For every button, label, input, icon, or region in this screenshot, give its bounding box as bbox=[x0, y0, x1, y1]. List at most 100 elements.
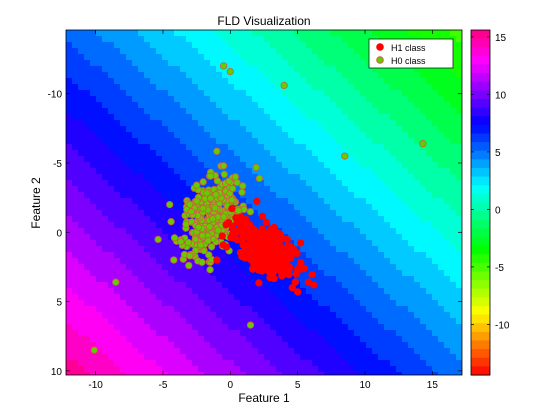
contour-cell bbox=[168, 102, 175, 109]
contour-cell bbox=[396, 120, 403, 127]
y-tick-label: 10 bbox=[51, 367, 63, 378]
contour-cell bbox=[90, 324, 97, 331]
contour-cell bbox=[210, 102, 217, 109]
contour-cell bbox=[384, 174, 391, 181]
contour-cell bbox=[414, 162, 421, 169]
contour-cell bbox=[144, 324, 151, 331]
contour-cell bbox=[360, 36, 367, 43]
contour-cell bbox=[270, 312, 277, 319]
contour-cell bbox=[90, 156, 97, 163]
contour-cell bbox=[438, 126, 445, 133]
colorbar-band bbox=[471, 116, 490, 125]
contour-cell bbox=[84, 96, 91, 103]
contour-cell bbox=[156, 288, 163, 295]
contour-cell bbox=[138, 294, 145, 301]
contour-cell bbox=[174, 318, 181, 325]
contour-cell bbox=[282, 132, 289, 139]
contour-cell bbox=[312, 60, 319, 67]
contour-cell bbox=[246, 96, 253, 103]
contour-cell bbox=[318, 246, 325, 253]
contour-cell bbox=[210, 84, 217, 91]
contour-cell bbox=[270, 114, 277, 121]
contour-cell bbox=[348, 228, 355, 235]
contour-cell bbox=[96, 246, 103, 253]
contour-cell bbox=[270, 216, 277, 223]
contour-cell bbox=[402, 294, 409, 301]
h0-point bbox=[206, 252, 212, 258]
contour-cell bbox=[246, 288, 253, 295]
contour-cell bbox=[78, 144, 85, 151]
contour-cell bbox=[456, 354, 463, 361]
contour-cell bbox=[258, 360, 265, 367]
h1-point bbox=[281, 251, 287, 257]
contour-cell bbox=[96, 336, 103, 343]
contour-cell bbox=[294, 156, 301, 163]
h0-point bbox=[207, 224, 213, 230]
contour-cell bbox=[84, 126, 91, 133]
contour-cell bbox=[234, 126, 241, 133]
contour-cell bbox=[114, 126, 121, 133]
contour-cell bbox=[384, 120, 391, 127]
contour-cell bbox=[354, 336, 361, 343]
contour-cell bbox=[354, 210, 361, 217]
contour-cell bbox=[414, 114, 421, 121]
contour-cell bbox=[138, 312, 145, 319]
contour-cell bbox=[372, 330, 379, 337]
contour-cell bbox=[168, 96, 175, 103]
contour-cell bbox=[126, 342, 133, 349]
contour-cell bbox=[240, 282, 247, 289]
contour-cell bbox=[228, 120, 235, 127]
contour-cell bbox=[168, 336, 175, 343]
contour-cell bbox=[240, 300, 247, 307]
contour-cell bbox=[156, 366, 163, 373]
contour-cell bbox=[204, 306, 211, 313]
contour-cell bbox=[204, 144, 211, 151]
contour-cell bbox=[252, 96, 259, 103]
contour-cell bbox=[312, 126, 319, 133]
contour-cell bbox=[198, 156, 205, 163]
contour-cell bbox=[264, 294, 271, 301]
contour-cell bbox=[108, 318, 115, 325]
contour-cell bbox=[108, 228, 115, 235]
h1-point bbox=[261, 257, 267, 263]
contour-cell bbox=[216, 78, 223, 85]
contour-cell bbox=[138, 360, 145, 367]
h0-point bbox=[220, 63, 226, 69]
contour-cell bbox=[366, 150, 373, 157]
contour-cell bbox=[336, 336, 343, 343]
contour-cell bbox=[102, 288, 109, 295]
contour-cell bbox=[456, 102, 463, 109]
contour-cell bbox=[360, 90, 367, 97]
contour-cell bbox=[282, 96, 289, 103]
contour-cell bbox=[234, 48, 241, 55]
contour-cell bbox=[348, 306, 355, 313]
contour-cell bbox=[174, 54, 181, 61]
contour-cell bbox=[426, 270, 433, 277]
contour-cell bbox=[324, 342, 331, 349]
contour-cell bbox=[426, 174, 433, 181]
contour-cell bbox=[222, 354, 229, 361]
contour-cell bbox=[258, 330, 265, 337]
contour-cell bbox=[114, 96, 121, 103]
contour-cell bbox=[216, 288, 223, 295]
contour-cell bbox=[306, 210, 313, 217]
contour-cell bbox=[192, 300, 199, 307]
contour-cell bbox=[456, 360, 463, 367]
h1-point bbox=[278, 269, 284, 275]
contour-cell bbox=[66, 186, 73, 193]
contour-cell bbox=[144, 174, 151, 181]
contour-cell bbox=[204, 30, 211, 37]
contour-cell bbox=[420, 222, 427, 229]
contour-cell bbox=[204, 42, 211, 49]
contour-cell bbox=[264, 180, 271, 187]
contour-cell bbox=[378, 150, 385, 157]
contour-cell bbox=[378, 234, 385, 241]
contour-cell bbox=[84, 348, 91, 355]
contour-cell bbox=[126, 234, 133, 241]
colorbar-band bbox=[471, 297, 490, 306]
contour-cell bbox=[294, 192, 301, 199]
contour-cell bbox=[294, 318, 301, 325]
contour-cell bbox=[348, 48, 355, 55]
contour-cell bbox=[426, 342, 433, 349]
contour-cell bbox=[228, 306, 235, 313]
